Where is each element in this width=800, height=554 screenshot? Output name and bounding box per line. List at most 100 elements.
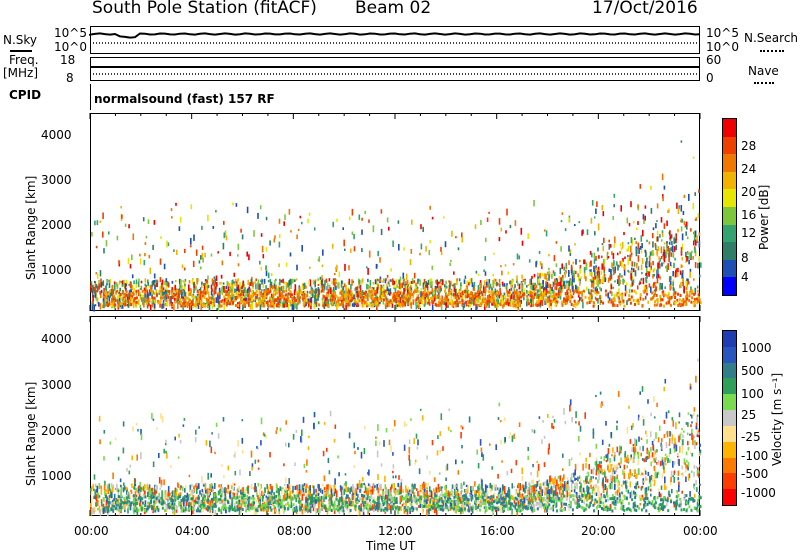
- rti-cell: [399, 303, 402, 306]
- rti-cell: [265, 289, 268, 293]
- rti-cell: [463, 279, 466, 284]
- rti-cell: [298, 297, 301, 303]
- rti-cell: [562, 468, 564, 471]
- rti-cell: [580, 276, 582, 279]
- rti-cell: [409, 282, 411, 286]
- rti-cell: [456, 301, 459, 308]
- rti-cell: [484, 290, 486, 297]
- rti-cell: [205, 291, 208, 295]
- rti-cell: [594, 231, 596, 236]
- rti-cell: [573, 278, 575, 283]
- rti-cell: [699, 451, 701, 456]
- rti-cell: [667, 293, 670, 297]
- rti-cell: [597, 469, 599, 473]
- rti-cell: [608, 443, 611, 447]
- rti-cell: [121, 282, 124, 287]
- rti-cell: [642, 297, 645, 301]
- rti-cell: [296, 491, 298, 495]
- rti-cell: [197, 494, 200, 497]
- rti-cell: [381, 287, 384, 294]
- rti-cell: [353, 233, 355, 240]
- rti-cell: [283, 221, 285, 226]
- rti-cell: [536, 304, 539, 307]
- rti-cell: [579, 267, 581, 274]
- rti-cell: [602, 211, 605, 217]
- rti-cell: [469, 294, 472, 298]
- rti-cell: [339, 485, 342, 491]
- rti-cell: [165, 439, 167, 443]
- rti-cell: [188, 298, 191, 302]
- rti-cell: [244, 298, 247, 304]
- rti-cell: [338, 296, 340, 300]
- rti-cell: [509, 291, 512, 295]
- rti-cell: [344, 263, 346, 271]
- rti-cell: [653, 290, 656, 294]
- rti-cell: [575, 270, 577, 275]
- rti-cell: [618, 462, 620, 466]
- rti-cell: [234, 299, 237, 302]
- rti-cell: [372, 302, 375, 306]
- rti-cell: [427, 295, 429, 299]
- rti-cell: [263, 491, 266, 496]
- rti-cell: [617, 391, 620, 397]
- rti-cell: [383, 278, 385, 281]
- rti-cell: [530, 301, 532, 308]
- rti-cell: [566, 298, 569, 301]
- rti-cell: [656, 298, 658, 302]
- rti-cell: [430, 284, 433, 288]
- rti-cell: [630, 201, 632, 208]
- rti-cell: [626, 465, 628, 469]
- rti-cell: [694, 247, 696, 253]
- rti-cell: [502, 485, 505, 490]
- rti-cell: [155, 499, 157, 504]
- rti-cell: [595, 484, 597, 489]
- rti-cell: [669, 297, 672, 301]
- rti-cell: [607, 277, 610, 283]
- rti-cell: [173, 249, 175, 253]
- rti-cell: [601, 263, 603, 270]
- x-tick-label: 08:00: [277, 524, 312, 538]
- rti-cell: [618, 277, 620, 284]
- rti-cell: [467, 301, 470, 304]
- rti-cell: [594, 270, 596, 276]
- rti-cell: [198, 290, 201, 297]
- rti-cell: [535, 284, 538, 288]
- rti-cell: [297, 496, 299, 500]
- rti-cell: [237, 295, 240, 299]
- rti-cell: [584, 476, 587, 479]
- rti-cell: [145, 299, 148, 303]
- rti-cell: [173, 504, 175, 508]
- rti-cell: [694, 250, 697, 257]
- rti-cell: [227, 296, 230, 302]
- rti-cell: [639, 280, 641, 283]
- rti-cell: [231, 291, 234, 295]
- rti-cell: [630, 252, 633, 256]
- rti-cell: [234, 507, 236, 511]
- rti-cell: [575, 411, 577, 418]
- rti-cell: [248, 301, 250, 307]
- rti-cell: [572, 304, 575, 307]
- rti-cell: [469, 303, 472, 307]
- rti-cell: [425, 246, 427, 252]
- rti-cell: [171, 280, 174, 284]
- rti-cell: [555, 241, 558, 244]
- rti-cell: [588, 301, 591, 304]
- rti-cell: [553, 290, 556, 297]
- rti-cell: [486, 279, 488, 284]
- rti-cell: [481, 298, 484, 302]
- rti-cell: [167, 282, 170, 287]
- rti-cell: [332, 301, 334, 306]
- rti-cell: [280, 286, 283, 291]
- colorbar-segment: [723, 119, 736, 137]
- rti-cell: [671, 437, 673, 445]
- rti-cell: [485, 237, 487, 243]
- rti-cell: [368, 291, 371, 295]
- rti-cell: [670, 295, 673, 299]
- rti-cell: [636, 285, 639, 290]
- rti-cell: [342, 297, 345, 301]
- rti-cell: [644, 295, 647, 300]
- rti-cell: [105, 303, 108, 307]
- rti-cell: [450, 289, 453, 293]
- rti-cell: [516, 296, 519, 302]
- rti-cell: [541, 291, 544, 298]
